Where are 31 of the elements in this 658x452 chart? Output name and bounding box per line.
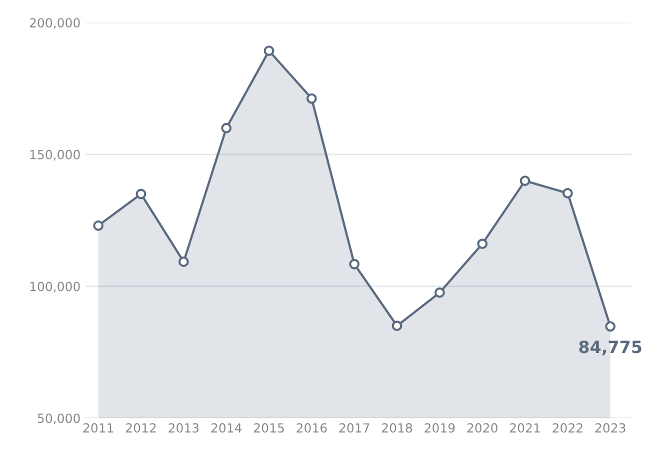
point <box>93 220 104 231</box>
x-tick-label: 2011 <box>83 423 114 433</box>
y-tick-label: 100,000 <box>30 282 80 292</box>
point <box>221 122 232 134</box>
point <box>349 258 360 270</box>
x-tick-label: 2016 <box>296 423 327 433</box>
y-tick-label: 50,000 <box>38 414 80 424</box>
point <box>178 256 189 267</box>
point <box>477 238 488 250</box>
point <box>264 46 274 56</box>
x-tick-label: 2012 <box>126 423 156 433</box>
x-tick-label: 2015 <box>254 423 284 433</box>
x-tick-label: 2017 <box>339 423 370 433</box>
x-tick-label: 2013 <box>168 423 199 433</box>
x-tick-label: 2022 <box>552 423 582 433</box>
x-tick-label: 2023 <box>595 423 626 433</box>
point <box>434 287 445 298</box>
point <box>562 188 573 198</box>
y-tick-label: 200,000 <box>30 18 80 29</box>
x-tick-label: 2018 <box>382 423 412 433</box>
point <box>605 321 616 332</box>
x-tick-label: 2020 <box>467 423 498 433</box>
x-tick-label: 2014 <box>211 423 242 433</box>
text: 84,775 <box>579 340 642 356</box>
x-tick-label: 2019 <box>424 423 455 433</box>
y-tick-label: 150,000 <box>30 150 80 161</box>
point <box>136 188 146 200</box>
point <box>306 93 317 104</box>
x-tick-label: 2021 <box>510 423 540 433</box>
point <box>520 176 530 186</box>
point <box>392 320 402 332</box>
